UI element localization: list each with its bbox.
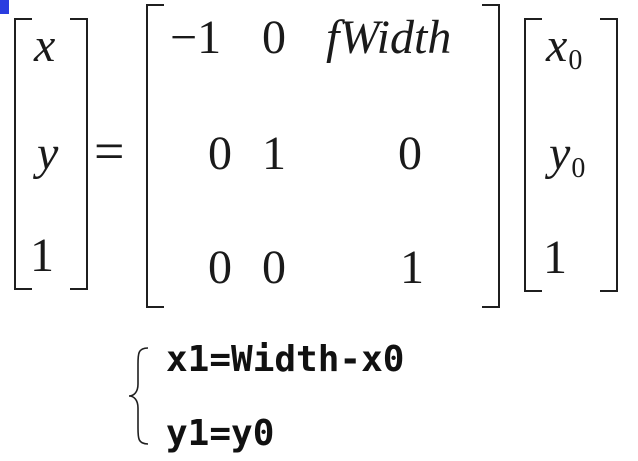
rhs-y-subscript: 0 bbox=[571, 152, 586, 184]
matrix-r2c2: 1 bbox=[262, 127, 286, 180]
equation-y1: y1=y0 bbox=[166, 413, 275, 454]
equation-x1: x1=Width-x0 bbox=[166, 339, 405, 380]
matrix-r2c3: 0 bbox=[398, 127, 422, 180]
equals-sign: = bbox=[94, 121, 125, 181]
matrix-r1c3: fWidth bbox=[326, 11, 452, 64]
matrix-r1c1: −1 bbox=[170, 11, 222, 64]
matrix-r3c3: 1 bbox=[400, 241, 424, 294]
rhs-left-bracket bbox=[524, 18, 542, 292]
lhs-y: y bbox=[37, 127, 59, 180]
rhs-x0: x0 bbox=[546, 22, 582, 75]
lhs-one: 1 bbox=[30, 229, 54, 282]
lhs-right-bracket bbox=[70, 18, 88, 290]
matrix-r3c2: 0 bbox=[262, 241, 286, 294]
matrix-left-bracket bbox=[146, 4, 164, 308]
rhs-x-base: x bbox=[546, 19, 568, 72]
rhs-x-subscript: 0 bbox=[568, 44, 583, 76]
matrix-r3c1: 0 bbox=[208, 241, 232, 294]
text-cursor-marker bbox=[0, 0, 9, 14]
rhs-right-bracket bbox=[600, 18, 618, 292]
lhs-left-bracket bbox=[14, 18, 32, 290]
lhs-x: x bbox=[34, 19, 56, 72]
matrix-r2c1: 0 bbox=[208, 127, 232, 180]
rhs-y-base: y bbox=[549, 127, 571, 180]
rhs-y0: y0 bbox=[549, 130, 585, 183]
matrix-r1c2: 0 bbox=[262, 11, 286, 64]
matrix-right-bracket bbox=[482, 4, 500, 308]
rhs-one: 1 bbox=[543, 231, 567, 284]
left-brace-icon bbox=[128, 347, 149, 445]
